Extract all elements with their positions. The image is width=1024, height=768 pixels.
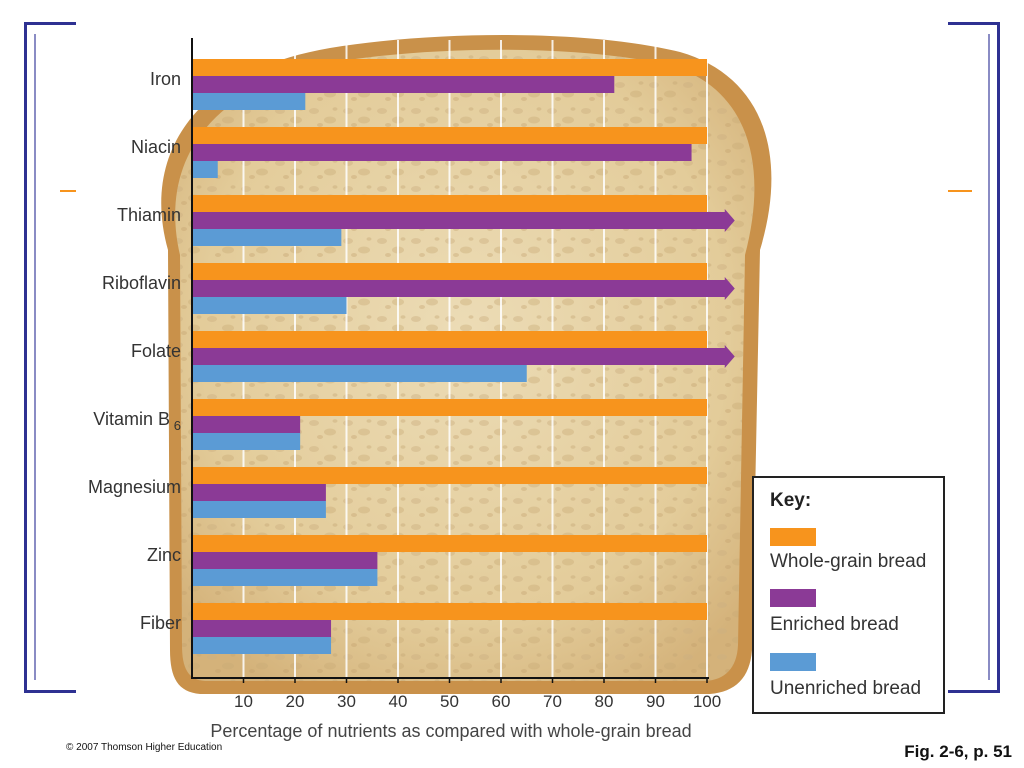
y-label-thiamin: Thiamin [117,205,181,225]
x-tick-label-60: 60 [492,692,511,711]
y-label-vitamin-b: Vitamin B [93,409,170,429]
bar-zinc-unenriched-bread [192,569,378,586]
labels: 10 20 30 40 50 60 70 80 90 100 Iron Niacin Thiamin Ri… [88,69,721,741]
accent-line-left [60,190,76,192]
legend-label-whole-grain: Whole-grain bread [770,551,927,572]
copyright-notice: © 2007 Thomson Higher Education [66,742,223,753]
bar-fiber-enriched-bread [192,620,332,637]
x-tick-label-40: 40 [389,692,408,711]
legend: Key: Whole-grain bread Enriched bread Un… [752,476,945,714]
legend-title: Key: [770,490,812,511]
bar-zinc-enriched-bread [192,552,378,569]
bar-magnesium-enriched-bread [192,484,326,501]
bar-vitamin-b-unenriched-bread [192,433,301,450]
bar-thiamin-whole-grain-bread [192,195,707,212]
bar-thiamin-unenriched-bread [192,229,342,246]
x-axis-title: Percentage of nutrients as compared with… [210,721,691,741]
frame-right-inner [988,34,990,680]
legend-label-unenriched: Unenriched bread [770,678,922,699]
frame-left-side [24,22,27,693]
bar-folate-unenriched-bread [192,365,527,382]
x-tick-label-10: 10 [234,692,253,711]
bar-magnesium-unenriched-bread [192,501,326,518]
x-tick-label-30: 30 [337,692,356,711]
legend-label-enriched: Enriched bread [770,614,899,635]
bar-iron-whole-grain-bread [192,59,707,76]
frame-left-bottom [24,690,76,693]
y-label-magnesium: Magnesium [88,477,181,497]
bar-folate-enriched-bread [192,345,735,368]
bar-vitamin-b-enriched-bread [192,416,301,433]
frame-left-top [24,22,76,25]
y-label-zinc: Zinc [147,545,181,565]
x-tick-label-90: 90 [646,692,665,711]
frame-left-inner [34,34,36,680]
bar-niacin-unenriched-bread [192,161,218,178]
bar-vitamin-b-whole-grain-bread [192,399,707,416]
x-tick-label-70: 70 [543,692,562,711]
x-tick-label-50: 50 [440,692,459,711]
x-tick-label-100: 100 [693,692,721,711]
frame-right-side [997,22,1000,693]
bar-fiber-unenriched-bread [192,637,332,654]
bar-riboflavin-enriched-bread [192,277,735,300]
y-label-riboflavin: Riboflavin [102,273,181,293]
legend-swatch-whole-grain [770,528,816,546]
figure-reference: Fig. 2-6, p. 51 [904,742,1012,761]
bar-thiamin-enriched-bread [192,209,735,232]
y-label-fiber: Fiber [140,613,181,633]
x-tick-label-80: 80 [595,692,614,711]
bar-iron-enriched-bread [192,76,615,93]
frame-right-top [948,22,1000,25]
y-label-niacin: Niacin [131,137,181,157]
bar-zinc-whole-grain-bread [192,535,707,552]
bars [192,59,735,654]
bar-fiber-whole-grain-bread [192,603,707,620]
bar-niacin-enriched-bread [192,144,692,161]
bar-magnesium-whole-grain-bread [192,467,707,484]
bar-niacin-whole-grain-bread [192,127,707,144]
x-tick-label-20: 20 [286,692,305,711]
legend-swatch-unenriched [770,653,816,671]
bar-folate-whole-grain-bread [192,331,707,348]
accent-line-right [948,190,972,192]
frame-right-bottom [948,690,1000,693]
bar-riboflavin-unenriched-bread [192,297,347,314]
bar-iron-unenriched-bread [192,93,306,110]
y-label-iron: Iron [150,69,181,89]
legend-swatch-enriched [770,589,816,607]
bar-riboflavin-whole-grain-bread [192,263,707,280]
axes [191,38,709,683]
y-label-subscript-vitamin-b: 6 [174,418,181,433]
y-label-folate: Folate [131,341,181,361]
